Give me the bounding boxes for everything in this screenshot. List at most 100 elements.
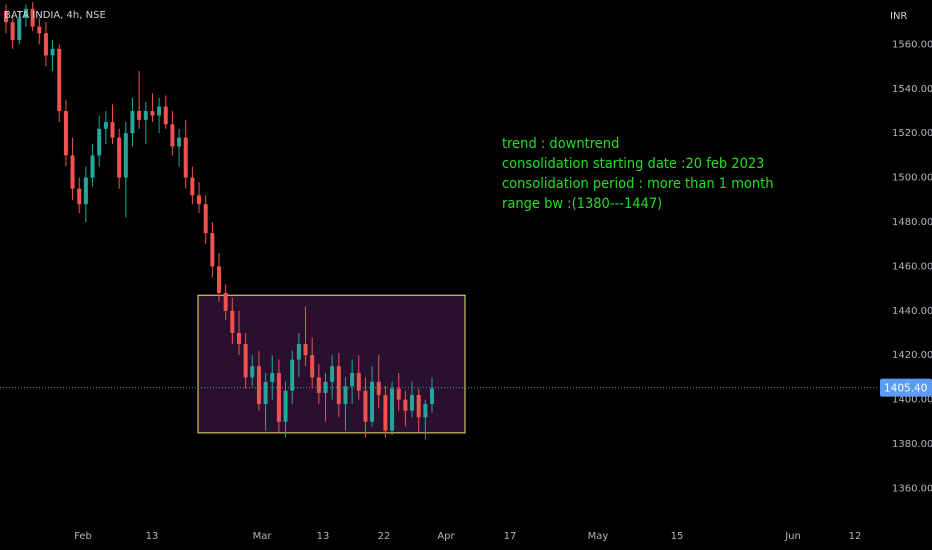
candle [256, 350, 261, 411]
price-axis[interactable]: 1560.00 1540.00 1520.00 1500.00 1480.00 1460.… [880, 39, 932, 494]
candle [37, 17, 42, 45]
time-tick-label: Jun [784, 531, 801, 542]
currency-label: INR [890, 11, 907, 22]
candle [110, 104, 115, 145]
time-tick-label: Feb [74, 531, 92, 542]
time-axis[interactable]: Feb 13 Mar 13 22 Apr 17 May 15 Jun 12 [74, 531, 861, 542]
candle [130, 97, 135, 147]
candle [423, 399, 428, 440]
candle [283, 381, 288, 438]
candle [310, 337, 315, 389]
candle [263, 372, 268, 431]
annotation-line-period: consolidation period : more than 1 month [502, 176, 774, 192]
price-tick-label: 1480.00 [892, 217, 932, 228]
symbol-label[interactable]: BATA INDIA, 4h, NSE [4, 10, 106, 21]
candle [50, 39, 55, 72]
candle [137, 71, 142, 129]
candle [123, 122, 128, 218]
candle [370, 366, 375, 427]
candle [343, 377, 348, 431]
candle [410, 381, 415, 418]
candle [276, 359, 281, 433]
candle [150, 93, 155, 123]
candle [336, 352, 341, 418]
candle [296, 332, 301, 378]
annotation-line-start-date: consolidation starting date :20 feb 2023 [502, 156, 765, 172]
candle [303, 306, 308, 367]
candle [43, 22, 48, 67]
price-tick-label: 1500.00 [892, 173, 932, 184]
candle [350, 359, 355, 405]
candle [243, 332, 248, 389]
time-tick-label: May [588, 531, 609, 542]
candle [70, 137, 75, 200]
candle [83, 166, 88, 222]
candle [97, 115, 102, 167]
time-tick-label: 17 [504, 531, 517, 542]
candle [63, 99, 68, 167]
price-tick-label: 1400.00 [892, 395, 932, 406]
candle [183, 119, 188, 189]
candle [390, 381, 395, 436]
annotation-line-trend: trend : downtrend [502, 136, 620, 152]
candle [316, 364, 321, 405]
candle [330, 355, 335, 400]
price-tick-label: 1540.00 [892, 84, 932, 95]
candle [103, 110, 108, 145]
candle [203, 195, 208, 245]
last-price-badge: 1405.40 [880, 378, 932, 397]
time-tick-label: 22 [378, 531, 391, 542]
price-tick-label: 1380.00 [892, 439, 932, 450]
candle [383, 386, 388, 438]
candle [250, 355, 255, 387]
time-tick-label: Apr [437, 531, 455, 542]
candle [403, 390, 408, 427]
candle [4, 4, 8, 34]
price-tick-label: 1420.00 [892, 350, 932, 361]
candle [30, 2, 35, 32]
time-tick-label: 12 [849, 531, 862, 542]
candle [197, 182, 202, 214]
candle [77, 177, 82, 214]
candle [236, 310, 241, 356]
annotation-line-range: range bw :(1380---1447) [502, 196, 663, 212]
candle [143, 102, 148, 145]
candle [190, 166, 195, 205]
annotation-text-box: trend : downtrend consolidation starting… [502, 134, 774, 214]
time-tick-label: 15 [671, 531, 684, 542]
plot-area [0, 2, 878, 440]
candle [117, 128, 122, 189]
candle [363, 377, 368, 438]
candle [177, 128, 182, 167]
price-tick-label: 1440.00 [892, 306, 932, 317]
candle [223, 284, 228, 320]
candle [23, 4, 28, 27]
candle [290, 350, 295, 405]
candle [270, 355, 275, 400]
candle [163, 95, 168, 129]
svg-text:1405.40: 1405.40 [884, 383, 927, 395]
price-tick-label: 1520.00 [892, 128, 932, 139]
time-tick-label: 13 [146, 531, 159, 542]
candle [157, 97, 162, 134]
candle [396, 372, 401, 411]
candle [356, 355, 361, 400]
candle [10, 15, 15, 49]
price-tick-label: 1560.00 [892, 39, 932, 50]
candle [57, 44, 62, 123]
price-tick-label: 1360.00 [892, 483, 932, 494]
candle [17, 11, 22, 45]
price-tick-label: 1460.00 [892, 261, 932, 272]
candle [323, 372, 328, 422]
candle [430, 377, 434, 413]
candle [230, 297, 235, 345]
time-tick-label: 13 [317, 531, 330, 542]
candle [90, 144, 95, 187]
candle [217, 253, 221, 302]
candle [170, 110, 175, 156]
candle [376, 355, 381, 409]
candle [416, 388, 421, 433]
candle [210, 221, 215, 278]
time-tick-label: Mar [253, 531, 273, 542]
